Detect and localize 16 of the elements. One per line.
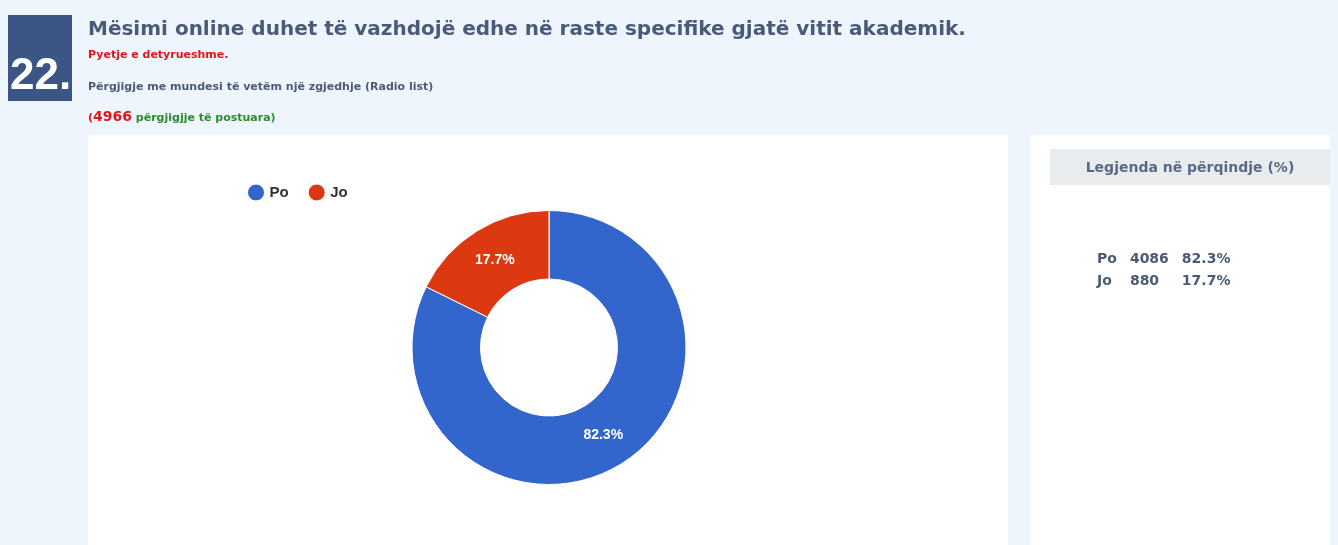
text: Pyetje e detyrueshme. [88,48,229,61]
text: 4086 [1129,250,1169,266]
text: Përgjigje me mundesi të vetëm një zgjedhje (Radio list) [88,80,434,93]
text: 22. [8,15,72,101]
text: 17.7% [1181,272,1231,288]
legend-label: Jo [330,182,348,200]
category-label: Po [1097,250,1117,266]
data-label: 82.3% [583,425,624,442]
category-label: Jo [1097,272,1112,288]
text: 82.3% [1181,250,1231,266]
data-label: 17.7% [474,251,516,268]
text: (4966 përgjigjje të postuara) [88,108,276,124]
legend-label: Po [269,182,289,200]
chart-title: Mësimi online duhet të vazhdojë edhe në raste specifike gjatë vitit akademik. [88,16,966,40]
text: 880 [1129,272,1160,288]
legend-title: Legjenda në përqindje (%) [1050,149,1330,185]
